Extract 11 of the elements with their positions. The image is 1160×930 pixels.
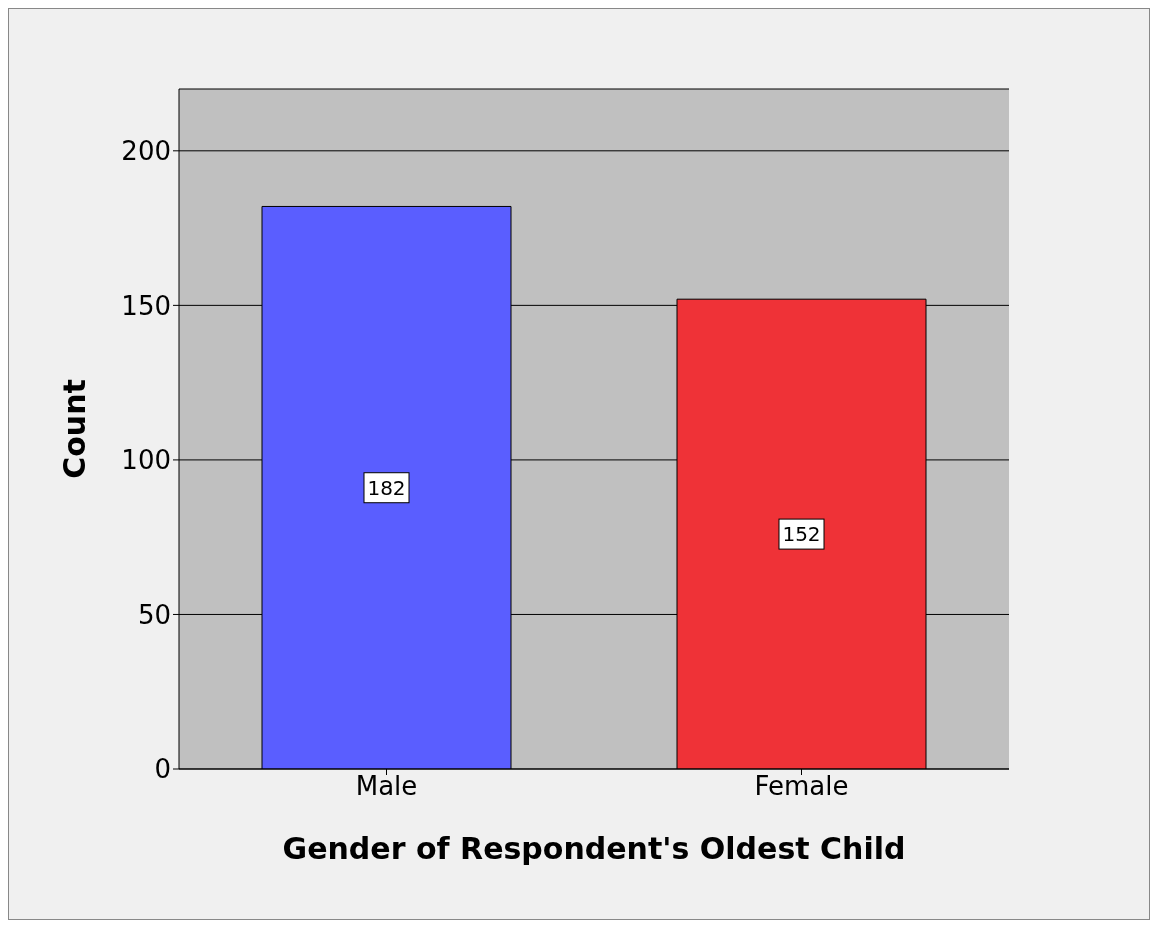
- x-tick-label: Male: [355, 771, 418, 802]
- x-tick-label: Female: [754, 771, 849, 802]
- y-tick-label: 200: [121, 136, 171, 167]
- data-label: 182: [367, 475, 406, 500]
- data-label: 152: [782, 522, 821, 547]
- x-axis-title: Gender of Respondent's Oldest Child: [282, 831, 906, 866]
- y-axis-title: Count: [56, 379, 92, 479]
- y-tick-label: 150: [121, 290, 171, 321]
- y-tick-label: 50: [137, 599, 171, 630]
- y-tick-label: 0: [154, 754, 171, 785]
- y-tick-label: 100: [121, 445, 171, 476]
